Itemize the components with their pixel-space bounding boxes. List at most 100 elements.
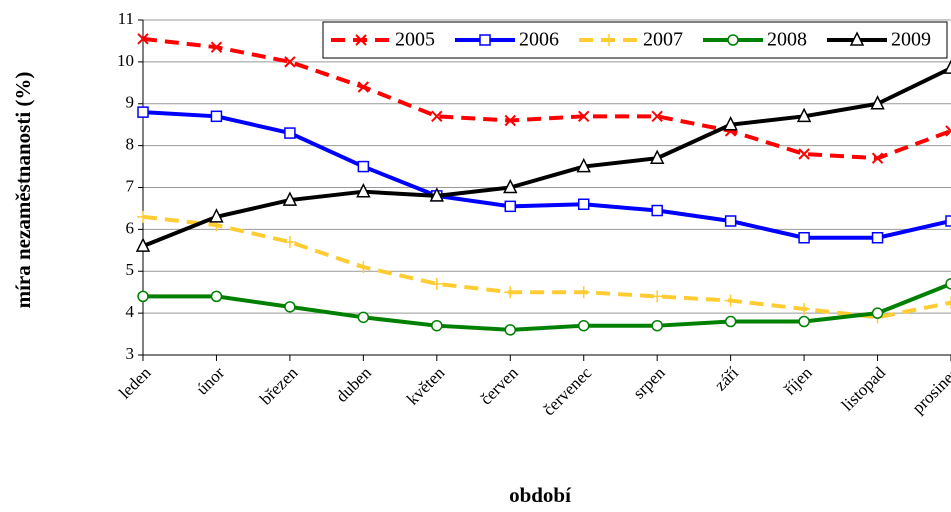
legend-marker [849, 31, 865, 46]
marker [945, 125, 951, 137]
legend-label: 2005 [395, 29, 435, 51]
marker [577, 286, 590, 299]
legend: 2005 2006 2007 2008 2009 [322, 21, 948, 59]
y-tick-label: 7 [126, 176, 135, 195]
marker [798, 315, 810, 328]
marker [724, 294, 737, 307]
marker [210, 290, 223, 303]
marker [649, 149, 665, 164]
marker [945, 278, 951, 290]
legend-marker [727, 34, 739, 46]
line [142, 66, 951, 248]
y-tick-label: 9 [126, 93, 135, 112]
marker [724, 215, 737, 227]
x-tick-label: květen [403, 363, 449, 409]
legend-marker [479, 34, 491, 46]
marker [651, 204, 663, 217]
marker [943, 59, 951, 74]
marker [871, 307, 884, 319]
y-tick-label: 10 [117, 51, 134, 70]
marker [798, 302, 811, 315]
x-tick-label: duben [332, 363, 375, 406]
x-tick-label: září [711, 363, 743, 395]
marker [945, 296, 951, 309]
series [137, 33, 951, 164]
line [142, 36, 951, 161]
marker [798, 232, 810, 244]
legend-label: 2009 [891, 29, 931, 51]
marker [796, 107, 812, 123]
marker [504, 114, 516, 127]
marker [504, 286, 517, 299]
marker [137, 106, 149, 118]
marker [503, 178, 518, 194]
marker [137, 210, 149, 223]
x-tick-label: srpen [629, 363, 669, 403]
x-tick-label: únor [193, 363, 229, 399]
legend-label: 2006 [519, 29, 559, 51]
marker [209, 208, 224, 223]
series [135, 59, 951, 252]
y-tick-label: 3 [126, 344, 135, 363]
y-axis-title: míra nezaměstnanosti (%) [11, 72, 35, 309]
legend-marker [355, 34, 367, 46]
marker [798, 148, 810, 160]
y-tick-label: 11 [118, 9, 134, 28]
marker [724, 315, 737, 328]
marker [357, 81, 370, 93]
x-tick-label: listopad [838, 363, 890, 415]
marker [578, 110, 590, 123]
marker [356, 183, 371, 198]
marker [210, 41, 223, 53]
marker [137, 290, 149, 303]
marker [651, 290, 664, 303]
marker [577, 319, 590, 332]
y-tick-label: 6 [126, 218, 135, 237]
marker [651, 319, 663, 332]
marker [576, 157, 591, 173]
x-tick-label: říjen [780, 363, 816, 399]
marker [284, 301, 296, 313]
marker [945, 215, 951, 227]
series [137, 106, 951, 244]
marker [431, 319, 443, 332]
marker [429, 187, 445, 202]
marker [723, 116, 738, 131]
line [142, 214, 951, 320]
marker [357, 160, 370, 173]
marker [651, 110, 663, 123]
y-tick-label: 4 [126, 302, 135, 321]
series [137, 210, 951, 324]
marker [282, 191, 298, 206]
y-tick-label: 5 [126, 260, 135, 279]
marker [284, 127, 296, 139]
marker [137, 33, 149, 45]
legend-marker [603, 34, 615, 46]
legend-label: 2007 [643, 29, 683, 51]
line [142, 110, 951, 240]
legend-label: 2008 [767, 29, 807, 51]
marker [283, 235, 296, 248]
marker [210, 110, 223, 123]
marker [871, 232, 884, 244]
marker [135, 237, 151, 252]
marker [504, 324, 517, 336]
marker [357, 311, 370, 324]
marker [870, 95, 885, 110]
marker [431, 110, 443, 123]
x-axis-title: období [509, 483, 572, 507]
marker [871, 152, 884, 164]
marker [357, 261, 370, 274]
marker [504, 200, 517, 213]
x-tick-label: červenec [539, 363, 595, 419]
x-tick-label: březen [256, 363, 302, 409]
x-tick-label: leden [115, 363, 155, 403]
line [143, 281, 951, 332]
series [137, 278, 951, 336]
x-tick-label: červen [476, 363, 522, 409]
x-tick-label: prosinec [908, 363, 951, 417]
marker [284, 56, 296, 68]
y-tick-label: 8 [126, 135, 135, 154]
marker [430, 277, 443, 290]
